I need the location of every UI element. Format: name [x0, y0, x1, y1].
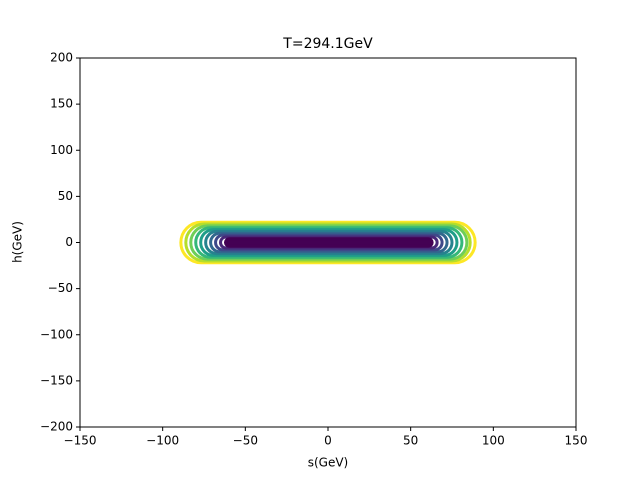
contour-line — [179, 220, 477, 265]
y-tick-label: 50 — [58, 189, 73, 203]
x-tick-label: 50 — [403, 434, 418, 448]
x-tick-label: 0 — [324, 434, 332, 448]
x-axis-label: s(GeV) — [308, 456, 349, 470]
x-tick-label: −100 — [146, 434, 179, 448]
contour-line — [189, 224, 469, 261]
x-tick-label: 100 — [482, 434, 505, 448]
contour-line — [194, 226, 464, 259]
y-tick-label: −100 — [40, 327, 73, 341]
contour-line — [204, 229, 454, 256]
y-tick-label: 0 — [65, 235, 73, 249]
y-tick-label: 150 — [50, 97, 73, 111]
x-tick-label: −150 — [64, 434, 97, 448]
contour-line — [223, 237, 434, 248]
y-tick-label: −200 — [40, 420, 73, 434]
contour-line — [219, 235, 439, 250]
y-tick-label: −50 — [48, 281, 73, 295]
chart-title: T=294.1GeV — [282, 36, 373, 52]
contour-line — [214, 233, 444, 252]
contour-line — [209, 231, 449, 254]
y-tick-label: 200 — [50, 51, 73, 65]
x-tick-label: 150 — [565, 434, 588, 448]
contour-line — [199, 228, 459, 257]
x-tick-label: −50 — [233, 434, 258, 448]
y-axis-label: h(GeV) — [11, 221, 25, 263]
y-tick-label: 100 — [50, 143, 73, 157]
y-tick-label: −150 — [40, 373, 73, 387]
contour-line — [184, 222, 472, 263]
